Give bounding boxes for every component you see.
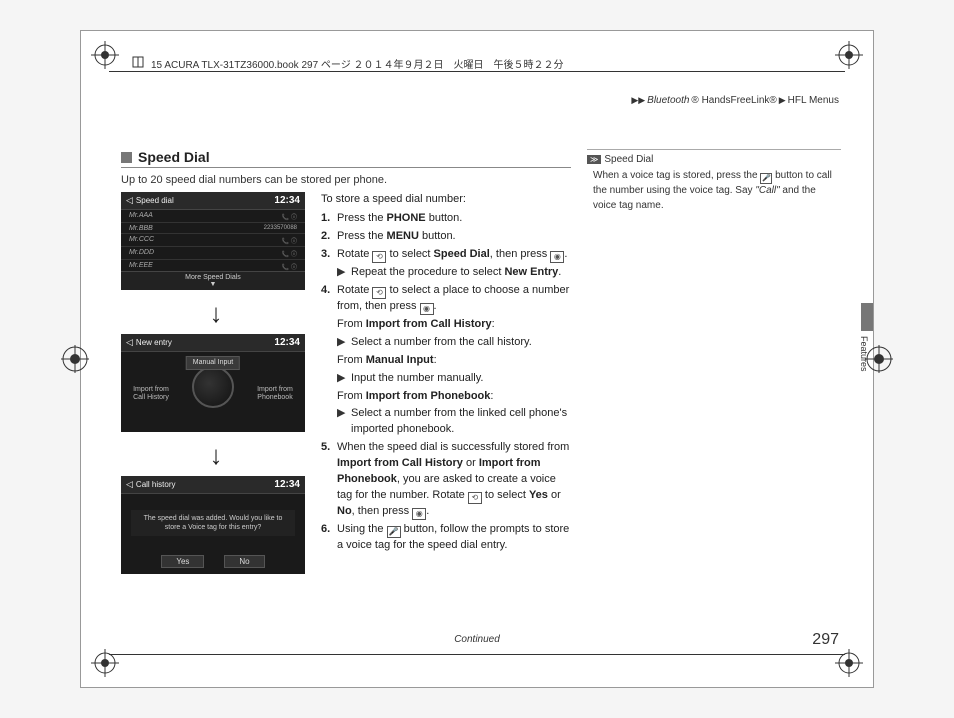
back-icon: ◁ — [126, 479, 133, 490]
sidebar-title: ≫ Speed Dial — [587, 154, 841, 167]
press-icon: ◉ — [420, 303, 434, 315]
section-label: Features — [859, 336, 869, 372]
prompt-message: The speed dial was added. Would you like… — [131, 510, 295, 536]
sidebar-body: When a voice tag is stored, press the 🎤 … — [587, 167, 841, 213]
intro-text: Up to 20 speed dial numbers can be store… — [121, 174, 571, 186]
substep: ▶Input the number manually. — [321, 371, 571, 387]
yes-button: Yes — [161, 555, 204, 568]
step-item: 3. Rotate ⟲ to select Speed Dial, then p… — [321, 247, 571, 263]
arrow-down-icon: ↓ — [121, 436, 311, 476]
rotate-icon: ⟲ — [372, 287, 386, 299]
step-from-line: From Import from Call History: — [321, 317, 571, 333]
screen-title: Speed dial — [136, 196, 174, 205]
press-icon: ◉ — [550, 251, 564, 263]
step-item: 4. Rotate ⟲ to select a place to choose … — [321, 283, 571, 315]
section-tab — [861, 303, 873, 331]
talk-icon: 🎤 — [387, 526, 401, 538]
book-source-header: 15 ACURA TLX-31TZ36000.book 297 ページ ２０１４… — [131, 55, 564, 72]
talk-icon: 🎤 — [760, 173, 772, 184]
footer-rule — [109, 654, 845, 655]
marker-icon: ≫ — [587, 155, 601, 164]
clock-label: 12:34 — [274, 195, 300, 206]
breadcrumb: ▶▶ Bluetooth® HandsFreeLink® ▶ HFL Menus — [631, 95, 839, 106]
back-icon: ◁ — [126, 195, 133, 206]
option-import-phonebook: Import from Phonebook — [253, 386, 297, 401]
step-item: 2. Press the MENU button. — [321, 229, 571, 245]
substep: ▶Select a number from the linked cell ph… — [321, 406, 571, 438]
step-item: 6. Using the 🎤 button, follow the prompt… — [321, 522, 571, 554]
substep: ▶Select a number from the call history. — [321, 335, 571, 351]
breadcrumb-item: HFL Menus — [788, 95, 839, 106]
section-title: Speed Dial — [138, 149, 210, 165]
square-bullet-icon — [121, 152, 132, 163]
more-label: More Speed Dials — [185, 274, 241, 281]
dial-knob-icon — [192, 366, 234, 408]
substep: ▶ Repeat the procedure to select New Ent… — [321, 265, 571, 281]
screenshot-speed-dial-list: ◁Speed dial 12:34 Mr.AAA📞 ⓘ Mr.BBB223357… — [121, 192, 305, 290]
breadcrumb-item: Bluetooth — [647, 95, 689, 106]
content-area: Speed Dial Up to 20 speed dial numbers c… — [121, 149, 841, 578]
triangle-right-icon: ▶ — [337, 265, 351, 281]
press-icon: ◉ — [412, 508, 426, 520]
chevron-right-icon: ▶▶ — [631, 95, 645, 106]
continued-label: Continued — [454, 634, 500, 645]
screen-title: New entry — [136, 338, 172, 347]
screenshot-new-entry: ◁New entry 12:34 Manual Input Import fro… — [121, 334, 305, 432]
sidebar-note: ≫ Speed Dial When a voice tag is stored,… — [587, 149, 841, 578]
no-button: No — [224, 555, 264, 568]
step-item: 5. When the speed dial is successfully s… — [321, 440, 571, 520]
clock-label: 12:34 — [274, 479, 300, 490]
page-number: 297 — [812, 631, 839, 649]
screenshots-column: ◁Speed dial 12:34 Mr.AAA📞 ⓘ Mr.BBB223357… — [121, 192, 311, 578]
crop-mark-icon — [835, 41, 863, 69]
crop-mark-icon — [91, 41, 119, 69]
manual-page: 15 ACURA TLX-31TZ36000.book 297 ページ ２０１４… — [80, 30, 874, 688]
steps-lead: To store a speed dial number: — [321, 192, 571, 208]
book-header-text: 15 ACURA TLX-31TZ36000.book 297 ページ ２０１４… — [151, 56, 564, 71]
book-icon — [131, 55, 145, 72]
back-icon: ◁ — [126, 337, 133, 348]
section-heading: Speed Dial — [121, 149, 571, 168]
step-from-line: From Manual Input: — [321, 353, 571, 369]
crop-mark-icon — [61, 345, 89, 373]
steps-column: To store a speed dial number: 1. Press t… — [321, 192, 571, 578]
option-manual-input: Manual Input — [186, 356, 240, 370]
step-item: 1. Press the PHONE button. — [321, 211, 571, 227]
rotate-icon: ⟲ — [468, 492, 482, 504]
screen-title: Call history — [136, 480, 176, 489]
step-from-line: From Import from Phonebook: — [321, 389, 571, 405]
screenshot-voice-tag-prompt: ◁Call history 12:34 The speed dial was a… — [121, 476, 305, 574]
left-column: Speed Dial Up to 20 speed dial numbers c… — [121, 149, 571, 578]
rotate-icon: ⟲ — [372, 251, 386, 263]
option-import-history: Import from Call History — [129, 386, 173, 401]
crop-mark-icon — [865, 345, 893, 373]
arrow-down-icon: ↓ — [121, 294, 311, 334]
clock-label: 12:34 — [274, 337, 300, 348]
chevron-right-icon: ▶ — [779, 95, 786, 106]
